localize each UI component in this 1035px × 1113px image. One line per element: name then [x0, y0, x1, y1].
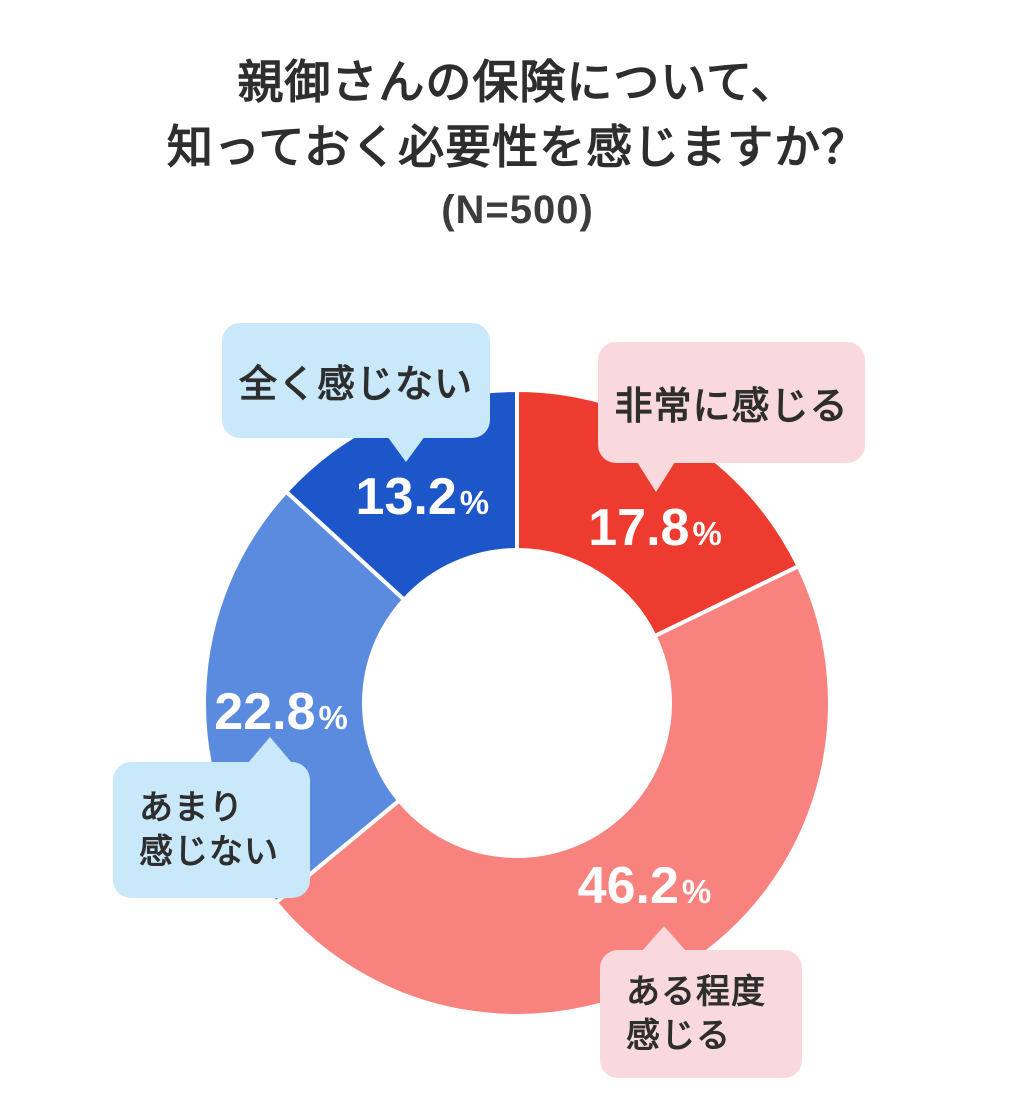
percent-value: 22.8 — [214, 683, 316, 742]
chart-title-line1: 親御さんの保険について、 — [237, 56, 798, 108]
percent-value: 17.8 — [588, 499, 690, 558]
percent-label-somewhat: 46.2% — [578, 856, 712, 916]
percent-label-very: 17.8% — [588, 498, 722, 558]
chart-title: 親御さんの保険について、 知っておく必要性を感じますか？ — [0, 50, 1035, 180]
callout-tail-up-icon — [642, 926, 686, 951]
sample-size-label: (N=500) — [441, 188, 594, 232]
percent-sign: % — [459, 484, 490, 522]
callout-tail-down-icon — [387, 436, 425, 462]
segment-somewhat — [273, 563, 832, 1018]
callout-label-line2: 感じない — [139, 833, 279, 871]
percent-value: 13.2 — [355, 468, 457, 527]
percent-label-not-much: 22.8% — [214, 682, 348, 742]
callout-tail-up-icon — [248, 737, 292, 763]
callout-not-at-all: 全く感じない — [222, 323, 490, 462]
segment-not-at-all — [283, 387, 519, 603]
chart-title-line2: 知っておく必要性を感じますか？ — [166, 121, 869, 173]
callout-label-line1: ある程度 — [626, 973, 766, 1011]
callout-not-much: あまり 感じない — [113, 737, 310, 898]
percent-sign: % — [692, 515, 722, 553]
percent-sign: % — [318, 699, 348, 737]
callout-label: 全く感じない — [238, 364, 473, 406]
callout-very: 非常に感じる — [598, 342, 865, 492]
callout-tail-down-icon — [637, 462, 675, 492]
callout-label: あまり 感じない — [139, 786, 310, 874]
callout-label-line2: 感じる — [626, 1017, 731, 1055]
percent-value: 46.2 — [577, 857, 679, 916]
callout-label-line1: あまり — [139, 789, 244, 827]
percent-label-not-at-all: 13.2% — [356, 467, 490, 527]
callout-somewhat: ある程度 感じる — [600, 926, 802, 1078]
insurance-survey-infographic: 親御さんの保険について、 知っておく必要性を感じますか？ (N=500) 17.… — [0, 50, 1035, 1113]
callout-label: ある程度 感じる — [626, 970, 802, 1058]
callout-label: 非常に感じる — [614, 386, 849, 428]
donut-chart — [202, 387, 832, 1018]
percent-sign: % — [681, 873, 712, 911]
